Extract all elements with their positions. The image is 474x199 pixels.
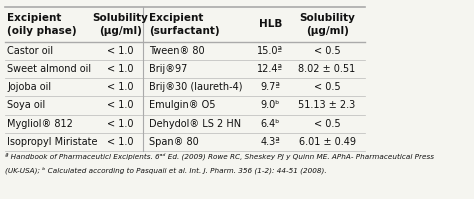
Text: 12.4ª: 12.4ª <box>257 64 283 74</box>
Text: < 1.0: < 1.0 <box>107 46 133 56</box>
Text: Solubility
(μg/ml): Solubility (μg/ml) <box>92 13 148 36</box>
Text: 6.01 ± 0.49: 6.01 ± 0.49 <box>299 137 356 147</box>
Text: 8.02 ± 0.51: 8.02 ± 0.51 <box>299 64 356 74</box>
Text: Dehydol® LS 2 HN: Dehydol® LS 2 HN <box>149 119 241 129</box>
Text: 4.3ª: 4.3ª <box>260 137 280 147</box>
Text: Brij®30 (laureth-4): Brij®30 (laureth-4) <box>149 82 243 92</box>
Text: (UK-USA); ᵇ Calculated according to Pasquali et al. Int. J. Pharm. 356 (1-2): 44: (UK-USA); ᵇ Calculated according to Pasq… <box>5 167 327 174</box>
Text: Excipient
(surfactant): Excipient (surfactant) <box>149 13 220 36</box>
Text: 6.4ᵇ: 6.4ᵇ <box>261 119 280 129</box>
Text: 51.13 ± 2.3: 51.13 ± 2.3 <box>299 100 356 110</box>
Text: < 1.0: < 1.0 <box>107 137 133 147</box>
Text: Mygliol® 812: Mygliol® 812 <box>7 119 73 129</box>
Text: Emulgin® O5: Emulgin® O5 <box>149 100 216 110</box>
Text: Excipient
(oily phase): Excipient (oily phase) <box>7 13 77 36</box>
Text: ª Handbook of Pharmaceuticl Excipients. 6ᵃᵈ Ed. (2009) Rowe RC, Sheskey PJ y Qui: ª Handbook of Pharmaceuticl Excipients. … <box>5 152 435 160</box>
Text: 15.0ª: 15.0ª <box>257 46 283 56</box>
Text: Sweet almond oil: Sweet almond oil <box>7 64 91 74</box>
Text: HLB: HLB <box>259 20 282 29</box>
Text: Solubility
(μg/ml): Solubility (μg/ml) <box>299 13 355 36</box>
Text: Span® 80: Span® 80 <box>149 137 199 147</box>
Text: < 1.0: < 1.0 <box>107 119 133 129</box>
Text: < 1.0: < 1.0 <box>107 82 133 92</box>
Text: < 1.0: < 1.0 <box>107 100 133 110</box>
Text: < 0.5: < 0.5 <box>314 46 340 56</box>
Text: 9.0ᵇ: 9.0ᵇ <box>261 100 280 110</box>
Text: Isopropyl Miristate: Isopropyl Miristate <box>7 137 98 147</box>
Text: Soya oil: Soya oil <box>7 100 46 110</box>
Text: < 0.5: < 0.5 <box>314 82 340 92</box>
Text: Brij®97: Brij®97 <box>149 64 188 74</box>
Text: < 0.5: < 0.5 <box>314 119 340 129</box>
Text: Tween® 80: Tween® 80 <box>149 46 205 56</box>
Text: Castor oil: Castor oil <box>7 46 53 56</box>
Text: 9.7ª: 9.7ª <box>260 82 280 92</box>
Text: < 1.0: < 1.0 <box>107 64 133 74</box>
Text: Jojoba oil: Jojoba oil <box>7 82 51 92</box>
